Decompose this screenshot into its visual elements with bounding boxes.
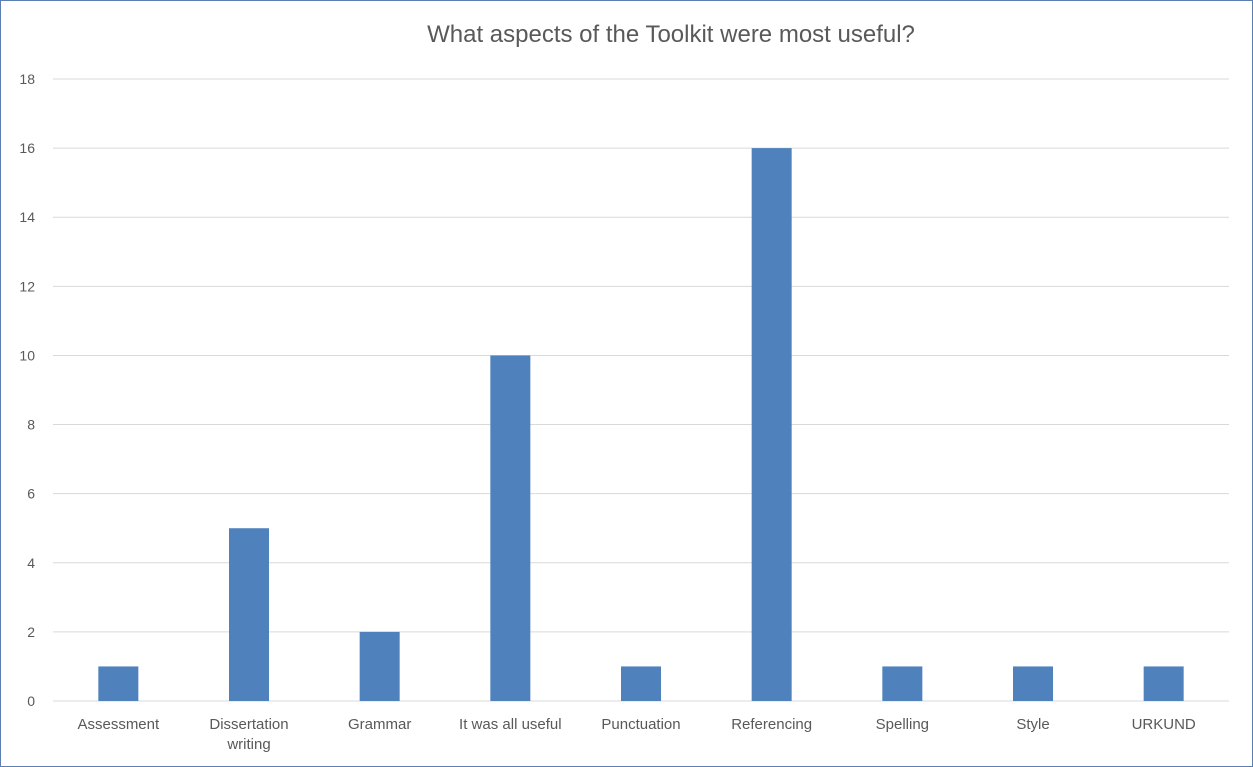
x-category-label: Grammar — [348, 716, 411, 733]
y-tick-label: 16 — [19, 140, 35, 156]
x-category-label-line: Dissertation — [209, 716, 288, 733]
x-category-label-line: writing — [226, 736, 270, 753]
bar-referencing — [751, 148, 792, 702]
bar-style — [1013, 666, 1053, 701]
bar-dissertation-writing — [229, 528, 269, 701]
x-category-label: Assessment — [77, 716, 160, 733]
x-category-label: It was all useful — [459, 716, 562, 733]
x-category-label-line: Spelling — [876, 716, 929, 733]
bar-grammar — [359, 631, 400, 701]
bar-it-was-all-useful — [490, 355, 531, 701]
x-category-label-line: Grammar — [348, 716, 411, 733]
bars — [98, 148, 1184, 702]
x-category-label: Style — [1016, 716, 1049, 733]
y-axis-tick-labels: 0 2 4 6 8 10 12 14 16 18 — [19, 71, 35, 709]
y-tick-label: 18 — [19, 71, 35, 87]
x-category-label: Dissertation writing — [209, 716, 288, 753]
x-category-label-line: It was all useful — [459, 716, 562, 733]
x-category-label-line: Assessment — [77, 716, 160, 733]
bar-spelling — [882, 666, 923, 701]
x-category-label: Punctuation — [601, 716, 680, 733]
chart-title: What aspects of the Toolkit were most us… — [427, 21, 915, 48]
x-category-label-line: Punctuation — [601, 716, 680, 733]
y-tick-label: 6 — [27, 486, 35, 502]
y-tick-label: 8 — [27, 417, 35, 433]
x-category-label: Spelling — [876, 716, 929, 733]
x-category-label-line: Referencing — [731, 716, 812, 733]
y-tick-label: 4 — [27, 555, 35, 571]
bar-urkund — [1143, 666, 1184, 701]
y-tick-label: 2 — [27, 624, 35, 640]
x-category-label-line: Style — [1016, 716, 1049, 733]
bar-punctuation — [621, 666, 661, 701]
x-axis-category-labels: Assessment Dissertation writing Grammar It w… — [77, 716, 1195, 753]
bar-assessment — [98, 666, 139, 701]
x-category-label-line: URKUND — [1132, 716, 1196, 733]
x-category-label: Referencing — [731, 716, 812, 733]
x-category-label: URKUND — [1132, 716, 1196, 733]
y-tick-label: 0 — [27, 693, 35, 709]
y-tick-label: 14 — [19, 209, 35, 225]
y-tick-label: 12 — [19, 278, 35, 294]
y-tick-label: 10 — [19, 347, 35, 363]
